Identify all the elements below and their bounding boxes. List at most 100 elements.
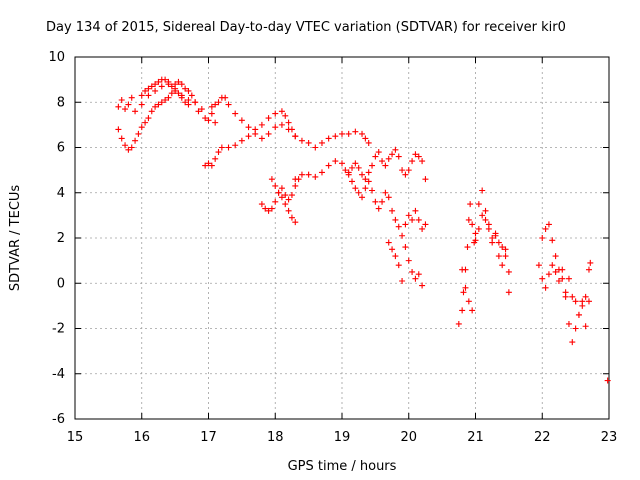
data-point xyxy=(142,119,149,126)
data-point xyxy=(178,94,185,101)
data-point xyxy=(205,160,212,167)
data-point xyxy=(585,298,592,305)
data-point xyxy=(272,198,279,205)
data-point xyxy=(342,167,349,174)
data-point xyxy=(389,246,396,253)
data-point xyxy=(389,151,396,158)
data-point xyxy=(158,99,165,106)
data-point xyxy=(385,155,392,162)
data-point xyxy=(349,178,356,185)
data-point xyxy=(355,164,362,171)
data-point xyxy=(168,90,175,97)
y-axis-label: SDTVAR / TECUs xyxy=(8,185,23,292)
data-point xyxy=(262,205,269,212)
series-track-n xyxy=(539,259,594,330)
data-point xyxy=(582,293,589,300)
data-point xyxy=(375,149,382,156)
data-point xyxy=(392,146,399,153)
data-point xyxy=(318,139,325,146)
data-point xyxy=(409,216,416,223)
data-point xyxy=(415,153,422,160)
data-point xyxy=(362,135,369,142)
data-point xyxy=(208,103,215,110)
data-point xyxy=(212,119,219,126)
data-point xyxy=(115,126,122,133)
data-point xyxy=(285,119,292,126)
grid-lines xyxy=(75,57,609,419)
data-point xyxy=(265,115,272,122)
data-point xyxy=(205,117,212,124)
data-point xyxy=(405,212,412,219)
data-point xyxy=(272,110,279,117)
data-point xyxy=(132,108,139,115)
data-point xyxy=(138,101,145,108)
data-point xyxy=(215,99,222,106)
data-point xyxy=(185,87,192,94)
data-point xyxy=(202,115,209,122)
data-point xyxy=(122,106,129,113)
data-point xyxy=(462,284,469,291)
data-point xyxy=(489,239,496,246)
data-point xyxy=(402,221,409,228)
data-point xyxy=(455,320,462,327)
x-tick-label: 17 xyxy=(200,430,217,445)
data-point xyxy=(125,101,132,108)
data-point xyxy=(552,268,559,275)
x-axis-label: GPS time / hours xyxy=(288,459,397,474)
data-point xyxy=(178,81,185,88)
data-point xyxy=(278,108,285,115)
data-point xyxy=(582,323,589,330)
data-point xyxy=(422,221,429,228)
data-point xyxy=(188,92,195,99)
data-point xyxy=(569,293,576,300)
data-point xyxy=(549,237,556,244)
data-point xyxy=(585,266,592,273)
data-point xyxy=(539,275,546,282)
data-point xyxy=(505,289,512,296)
data-point xyxy=(195,108,202,115)
data-point xyxy=(185,101,192,108)
data-point xyxy=(382,162,389,169)
data-point xyxy=(332,158,339,165)
data-point xyxy=(389,207,396,214)
data-point xyxy=(465,216,472,223)
data-point xyxy=(499,244,506,251)
data-point xyxy=(352,160,359,167)
data-point xyxy=(469,221,476,228)
data-point xyxy=(298,137,305,144)
data-point xyxy=(162,96,169,103)
data-point xyxy=(419,282,426,289)
data-point xyxy=(292,182,299,189)
data-point xyxy=(292,133,299,140)
data-point xyxy=(325,135,332,142)
data-point xyxy=(459,307,466,314)
x-tick-label: 19 xyxy=(334,430,351,445)
data-point xyxy=(379,198,386,205)
data-point xyxy=(349,164,356,171)
data-point xyxy=(258,135,265,142)
series-track-h xyxy=(292,146,429,183)
data-point xyxy=(385,239,392,246)
x-tick-label: 20 xyxy=(400,430,417,445)
data-point xyxy=(352,128,359,135)
y-tick-label: 10 xyxy=(48,50,65,65)
data-point xyxy=(158,83,165,90)
data-point xyxy=(165,78,172,85)
series-track-c xyxy=(115,87,192,153)
data-point xyxy=(132,137,139,144)
data-point xyxy=(245,124,252,131)
data-point xyxy=(145,115,152,122)
data-point xyxy=(422,176,429,183)
data-point xyxy=(152,103,159,110)
series-track-k xyxy=(455,201,512,327)
data-point xyxy=(572,298,579,305)
data-point xyxy=(395,223,402,230)
x-tick-label: 21 xyxy=(467,430,484,445)
data-point xyxy=(399,232,406,239)
data-point xyxy=(258,201,265,208)
data-point xyxy=(502,246,509,253)
data-point xyxy=(412,207,419,214)
data-point xyxy=(245,133,252,140)
data-point xyxy=(365,169,372,176)
data-point xyxy=(382,189,389,196)
